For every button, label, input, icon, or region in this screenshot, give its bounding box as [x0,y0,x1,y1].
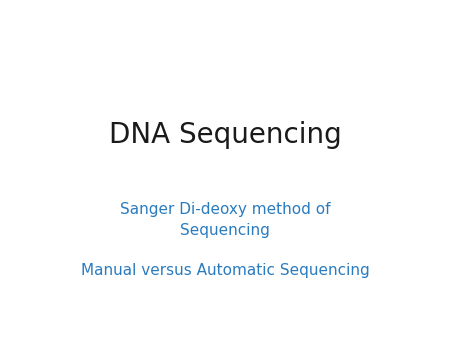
Text: Manual versus Automatic Sequencing: Manual versus Automatic Sequencing [81,263,369,278]
Text: Sanger Di-deoxy method of
Sequencing: Sanger Di-deoxy method of Sequencing [120,202,330,238]
Text: DNA Sequencing: DNA Sequencing [108,121,342,149]
